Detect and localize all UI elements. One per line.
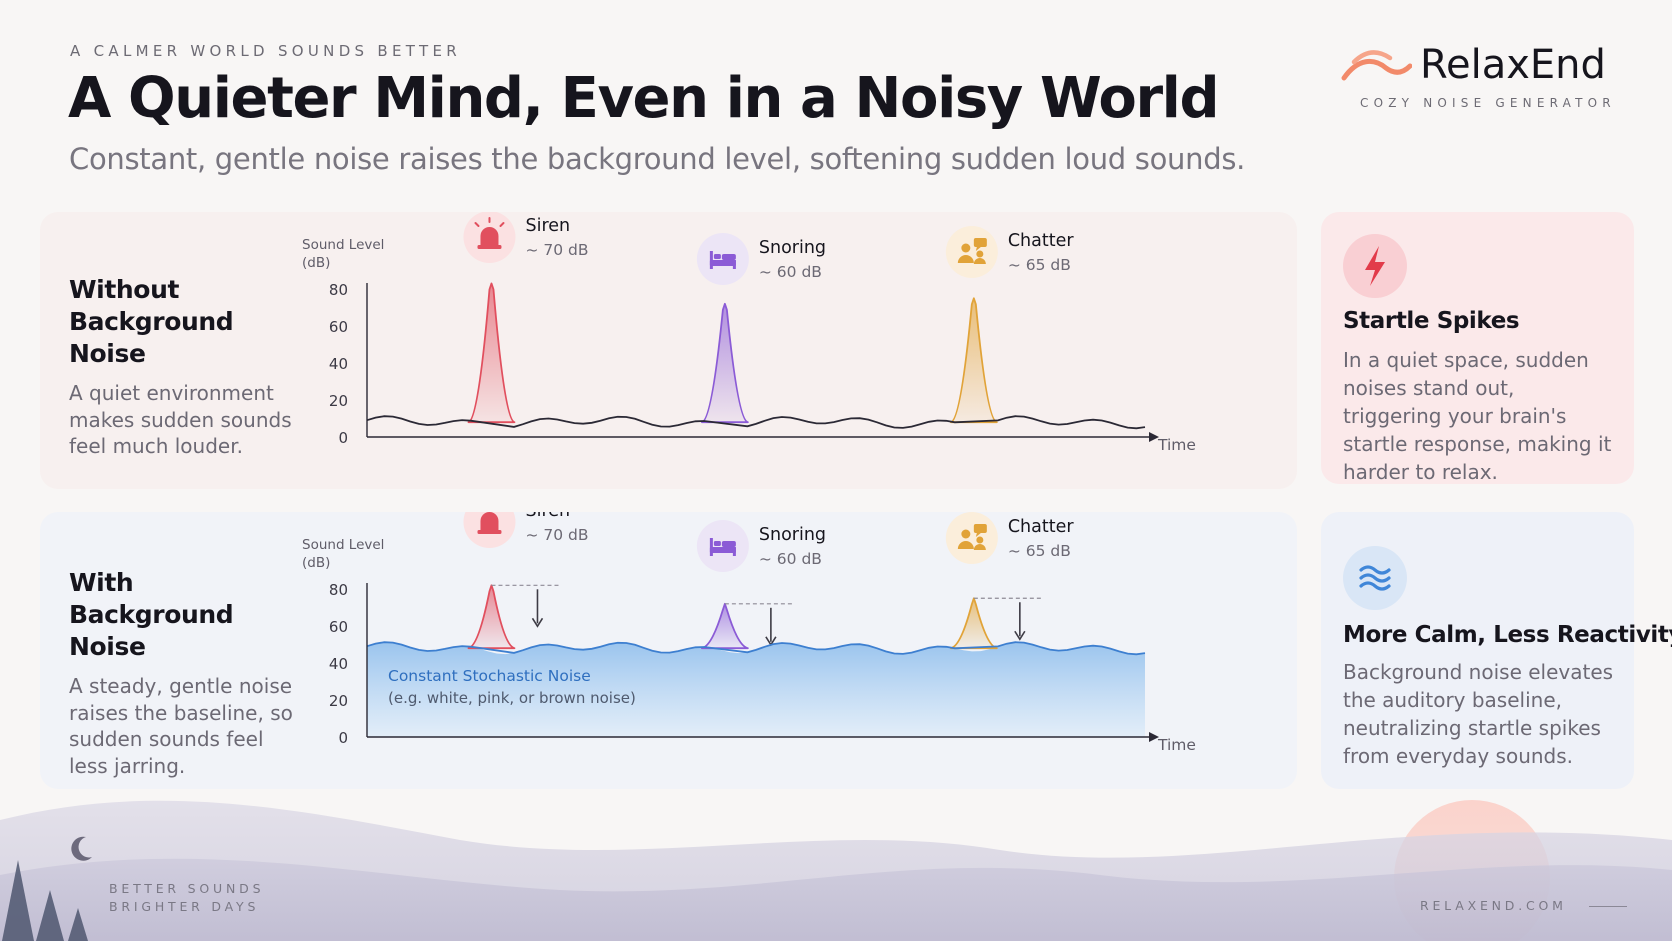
panel-without-noise xyxy=(40,212,1297,489)
people-chat-icon xyxy=(945,226,998,278)
y-axis-label-line1: Sound Level xyxy=(302,237,384,253)
y-axis-label-line2: (dB) xyxy=(302,555,330,571)
page-subtitle: Constant, gentle noise raises the backgr… xyxy=(69,142,1246,176)
y-tick-label: 0 xyxy=(338,729,348,747)
y-tick-label: 40 xyxy=(329,355,348,373)
y-axis-label-line1: Sound Level xyxy=(302,537,384,553)
landscape-backdrop xyxy=(0,800,1672,941)
panel-title-line1: Without xyxy=(69,275,180,304)
footer-rule xyxy=(1588,906,1627,907)
pine-trees-decoration xyxy=(2,860,88,941)
panel-title-line1: With xyxy=(69,568,134,597)
event-name: Chatter xyxy=(1008,231,1075,251)
siren-icon xyxy=(463,212,516,263)
y-axis-label-line2: (dB) xyxy=(302,255,330,271)
bed-icon xyxy=(696,233,749,285)
moon-icon xyxy=(71,836,92,861)
chart-with-noise: Sound Level (dB) 0 20 40 60 80 Siren ~ 70 dB Snor… xyxy=(302,512,1196,754)
waves-icon xyxy=(1343,546,1407,610)
page-title: A Quieter Mind, Even in a Noisy World xyxy=(68,66,1220,131)
footer-tagline: BETTER SOUNDS BRIGHTER DAYS xyxy=(109,880,264,916)
event-db-label: ~ 60 dB xyxy=(759,263,822,281)
wave-logo-icon xyxy=(1341,50,1412,81)
eyebrow-text: A CALMER WORLD SOUNDS BETTER xyxy=(70,42,461,60)
footer-tagline-line2: BRIGHTER DAYS xyxy=(109,899,260,914)
noise-sublabel: (e.g. white, pink, or brown noise) xyxy=(388,689,636,707)
people-chat-icon xyxy=(945,512,998,564)
event-db-label: ~ 65 dB xyxy=(1008,542,1071,560)
callout-title: More Calm, Less Reactivity xyxy=(1343,622,1672,648)
event-name: Chatter xyxy=(1008,517,1075,537)
footer-website-text: RELAXEND.COM xyxy=(1420,898,1567,913)
panel-without-text: Without Background Noise A quiet environ… xyxy=(69,274,309,460)
panel-description: A quiet environment makes sudden sounds … xyxy=(69,381,292,458)
peak-chatter xyxy=(949,597,998,650)
peak-siren xyxy=(467,282,516,424)
y-tick-label: 60 xyxy=(329,618,348,636)
reduction-arrowhead xyxy=(531,617,544,628)
x-axis-arrowhead xyxy=(1149,732,1159,742)
callout-startle-spikes: Startle Spikes In a quiet space, sudden … xyxy=(1321,212,1634,484)
x-axis-arrowhead xyxy=(1149,432,1159,442)
callout-description: Background noise elevates the auditory b… xyxy=(1343,660,1614,768)
panel-title-line2: Background Noise xyxy=(69,307,234,368)
peak-snoring xyxy=(700,302,749,424)
peak-siren xyxy=(467,584,516,650)
siren-icon xyxy=(463,512,516,548)
baseline-noise-line xyxy=(366,415,1146,430)
event-name: Siren xyxy=(525,512,570,521)
brand-name: RelaxEnd xyxy=(1420,42,1606,88)
event-name: Snoring xyxy=(759,525,826,545)
lightning-icon xyxy=(1343,234,1407,298)
callout-title: Startle Spikes xyxy=(1343,308,1520,334)
x-axis-label: Time xyxy=(1157,436,1196,454)
panel-description: A steady, gentle noise raises the baseli… xyxy=(69,674,293,778)
y-tick-label: 80 xyxy=(329,581,348,599)
noise-label: Constant Stochastic Noise xyxy=(388,667,591,685)
noise-area xyxy=(367,642,1145,737)
y-tick-label: 40 xyxy=(329,655,348,673)
y-tick-label: 0 xyxy=(338,429,348,447)
y-tick-label: 20 xyxy=(329,692,348,710)
peak-snoring xyxy=(700,602,749,650)
y-tick-label: 20 xyxy=(329,392,348,410)
callout-more-calm: More Calm, Less Reactivity Background no… xyxy=(1321,512,1672,789)
chart-without-noise: Sound Level (dB) 0 20 40 60 80 Siren ~ 70 dB Snor… xyxy=(302,212,1196,454)
brand-tagline: COZY NOISE GENERATOR xyxy=(1360,96,1616,110)
footer-tagline-line1: BETTER SOUNDS xyxy=(109,881,265,896)
event-db-label: ~ 70 dB xyxy=(525,241,588,259)
footer-website-link[interactable]: RELAXEND.COM xyxy=(1420,898,1627,913)
baseline-noise-line xyxy=(366,641,1146,656)
callout-description: In a quiet space, sudden noises stand ou… xyxy=(1343,348,1612,484)
event-db-label: ~ 70 dB xyxy=(525,526,588,544)
panel-title-line2: Background Noise xyxy=(69,600,234,661)
bed-icon xyxy=(696,520,749,572)
reduction-arrowhead xyxy=(1014,630,1026,641)
event-db-label: ~ 65 dB xyxy=(1008,256,1071,274)
event-name: Snoring xyxy=(759,238,826,258)
y-tick-label: 80 xyxy=(329,281,348,299)
event-name: Siren xyxy=(525,216,570,236)
x-axis-label: Time xyxy=(1157,736,1196,754)
y-tick-label: 60 xyxy=(329,318,348,336)
peak-chatter xyxy=(949,297,998,424)
panel-with-text: With Background Noise A steady, gentle n… xyxy=(69,567,309,779)
event-db-label: ~ 60 dB xyxy=(759,550,822,568)
